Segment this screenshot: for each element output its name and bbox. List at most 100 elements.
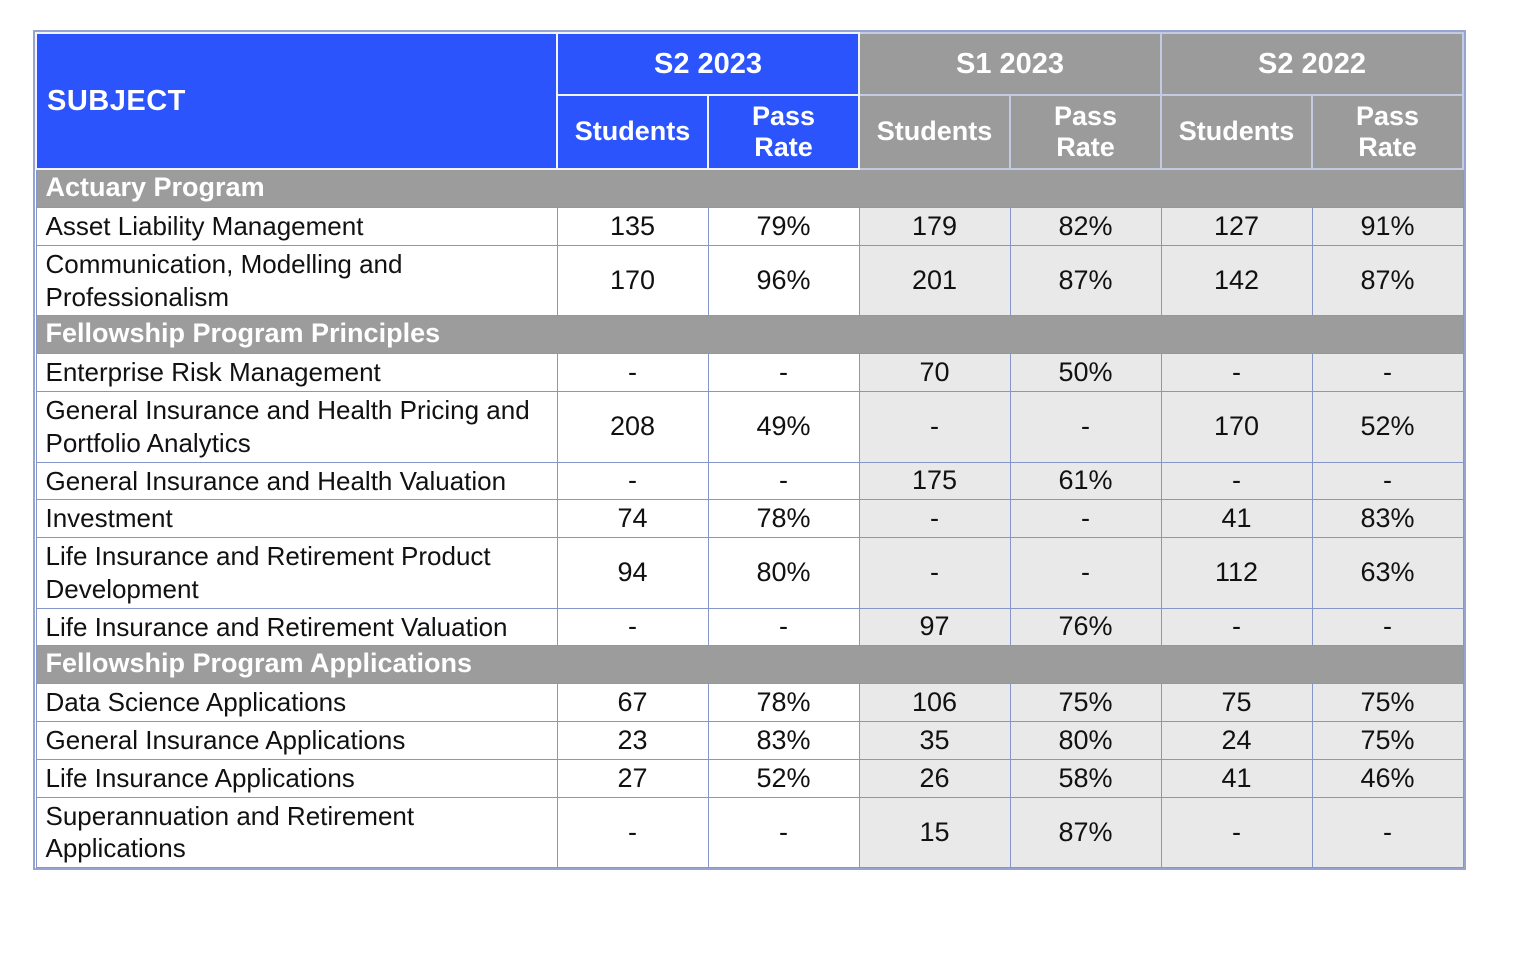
table-row: General Insurance and Health Valuation - -… bbox=[35, 461, 1464, 501]
students-cell: - bbox=[858, 391, 1011, 463]
students-cell: 75 bbox=[1160, 683, 1313, 722]
students-cell: 135 bbox=[556, 207, 709, 246]
students-cell: - bbox=[1160, 353, 1313, 392]
students-cell: 179 bbox=[858, 207, 1011, 246]
pass-rate-cell: 80% bbox=[1009, 721, 1162, 760]
pass-rate-cell: 87% bbox=[1009, 796, 1162, 868]
students-cell: 74 bbox=[556, 499, 709, 538]
students-cell: 201 bbox=[858, 244, 1011, 317]
students-cell: 208 bbox=[556, 391, 709, 463]
pass-rate-cell: 82% bbox=[1009, 207, 1162, 246]
pass-rate-cell: - bbox=[1311, 796, 1464, 868]
pass-rate-cell: 78% bbox=[707, 499, 860, 538]
table-row: Enterprise Risk Management - -70 50% - - bbox=[35, 353, 1464, 392]
students-cell: 106 bbox=[858, 683, 1011, 722]
pass-rate-cell: 83% bbox=[707, 721, 860, 760]
students-cell: 41 bbox=[1160, 499, 1313, 538]
students-cell: - bbox=[858, 499, 1011, 538]
students-cell: - bbox=[1160, 607, 1313, 647]
pass-rate-cell: 87% bbox=[1009, 244, 1162, 317]
students-cell: - bbox=[1160, 461, 1313, 501]
pass-rate-cell: - bbox=[1009, 499, 1162, 538]
pass-rate-cell: 61% bbox=[1009, 461, 1162, 501]
subject-cell: Life Insurance and Retirement Product De… bbox=[35, 537, 558, 609]
students-cell: 41 bbox=[1160, 758, 1313, 798]
section-title: Actuary Program bbox=[35, 168, 1464, 208]
students-cell: 27 bbox=[556, 758, 709, 798]
subject-cell: Asset Liability Management bbox=[35, 207, 558, 246]
table-row: Asset Liability Management 135 79% 179 82% 12… bbox=[35, 207, 1464, 246]
students-cell: 112 bbox=[1160, 537, 1313, 609]
table-row: General Insurance and Health Pricing and… bbox=[35, 391, 1464, 463]
pass-rate-cell: - bbox=[707, 607, 860, 647]
pass-rate-cell: 58% bbox=[1009, 758, 1162, 798]
students-cell: - bbox=[556, 607, 709, 647]
subject-cell: Investment bbox=[35, 499, 558, 538]
pass-rate-cell: 76% bbox=[1009, 607, 1162, 647]
period-header-s1-2023: S1 2023 bbox=[858, 32, 1163, 96]
pass-rate-header-s2-2022: Pass Rate bbox=[1311, 94, 1465, 170]
students-cell: 170 bbox=[1160, 391, 1313, 463]
students-cell: 35 bbox=[858, 721, 1011, 760]
pass-rate-cell: - bbox=[707, 796, 860, 868]
students-cell: 26 bbox=[858, 758, 1011, 798]
table-row: Life Insurance and Retirement Valuation -… bbox=[35, 607, 1464, 647]
results-table: SUBJECT S2 2023 S1 2023 S2 2022 Students… bbox=[35, 32, 1465, 868]
table-header: SUBJECT S2 2023 S1 2023 S2 2022 Students… bbox=[35, 32, 1465, 170]
subject-cell: Superannuation and Retirement Applicatio… bbox=[35, 796, 558, 868]
pass-rate-cell: 75% bbox=[1311, 721, 1464, 760]
pass-rate-header-s2-2023: Pass Rate bbox=[706, 94, 861, 170]
section-header-row: Fellowship Program Applications bbox=[35, 645, 1464, 685]
students-cell: 142 bbox=[1160, 244, 1313, 317]
subject-cell: Life Insurance Applications bbox=[35, 758, 558, 798]
pass-rate-cell: 52% bbox=[1311, 391, 1464, 463]
pass-rate-cell: 79% bbox=[707, 207, 860, 246]
pass-rate-cell: - bbox=[707, 461, 860, 501]
pass-rate-cell: 83% bbox=[1311, 499, 1464, 538]
students-cell: 23 bbox=[556, 721, 709, 760]
subject-cell: General Insurance Applications bbox=[35, 721, 558, 760]
students-cell: - bbox=[556, 461, 709, 501]
students-cell: 24 bbox=[1160, 721, 1313, 760]
table-row: Data Science Applications 67 78% 106 75% 75 75… bbox=[35, 683, 1464, 722]
pass-rate-cell: 52% bbox=[707, 758, 860, 798]
students-cell: 15 bbox=[858, 796, 1011, 868]
table-row: Life Insurance Applications 27 52% 26 58% 41 4… bbox=[35, 758, 1464, 798]
section-header-row: Actuary Program bbox=[35, 168, 1464, 208]
table-row: Investment 74 78% - -41 83% bbox=[35, 499, 1464, 538]
pass-rate-cell: 50% bbox=[1009, 353, 1162, 392]
pass-rate-cell: - bbox=[1311, 353, 1464, 392]
subject-cell: Life Insurance and Retirement Valuation bbox=[35, 607, 558, 647]
table-body: Actuary Program Asset Liability Managemen… bbox=[35, 168, 1464, 868]
subject-cell: Communication, Modelling and Professiona… bbox=[35, 244, 558, 317]
table-row: Superannuation and Retirement Applicatio… bbox=[35, 796, 1464, 868]
pass-rate-cell: 91% bbox=[1311, 207, 1464, 246]
pass-rate-cell: 75% bbox=[1009, 683, 1162, 722]
period-header-s2-2022: S2 2022 bbox=[1160, 32, 1465, 96]
pass-rate-cell: 80% bbox=[707, 537, 860, 609]
students-cell: 94 bbox=[556, 537, 709, 609]
pass-rate-cell: 96% bbox=[707, 244, 860, 317]
subcolumn-header-row: Students Pass Rate Students Pass Rate St… bbox=[36, 94, 1465, 170]
pass-rate-cell: 87% bbox=[1311, 244, 1464, 317]
section-title: Fellowship Program Applications bbox=[35, 645, 1464, 685]
pass-rate-header-s1-2023: Pass Rate bbox=[1009, 94, 1163, 170]
subject-cell: Enterprise Risk Management bbox=[35, 353, 558, 392]
pass-rate-cell: 75% bbox=[1311, 683, 1464, 722]
students-cell: 70 bbox=[858, 353, 1011, 392]
students-cell: 67 bbox=[556, 683, 709, 722]
students-header-s2-2022: Students bbox=[1160, 94, 1314, 170]
period-header-s2-2023: S2 2023 bbox=[555, 32, 861, 96]
students-cell: 127 bbox=[1160, 207, 1313, 246]
pass-rate-cell: - bbox=[1311, 607, 1464, 647]
section-title: Fellowship Program Principles bbox=[35, 315, 1464, 355]
pass-rate-cell: - bbox=[1009, 391, 1162, 463]
pass-rate-cell: 63% bbox=[1311, 537, 1464, 609]
period-header-row: SUBJECT S2 2023 S1 2023 S2 2022 bbox=[35, 32, 1465, 170]
students-cell: - bbox=[1160, 796, 1313, 868]
subject-cell: Data Science Applications bbox=[35, 683, 558, 722]
students-cell: 175 bbox=[858, 461, 1011, 501]
subject-column-header: SUBJECT bbox=[35, 32, 558, 170]
students-cell: - bbox=[556, 353, 709, 392]
